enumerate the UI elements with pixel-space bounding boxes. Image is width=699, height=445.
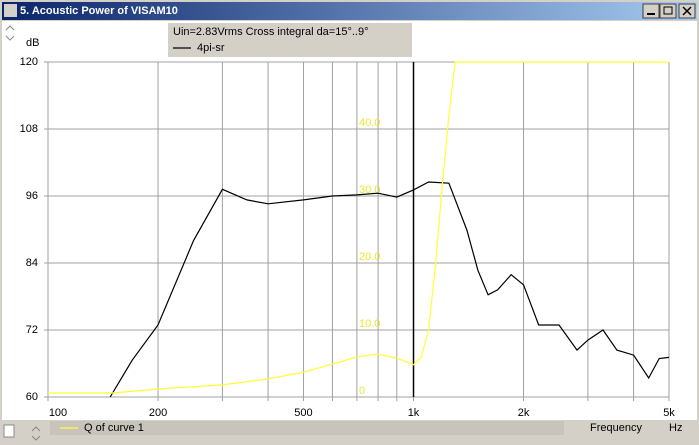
zoom-arrows[interactable] xyxy=(5,25,15,41)
y2-tick-label: 20.0 xyxy=(359,251,380,263)
x-tick-label: 100 xyxy=(49,407,67,419)
y-tick-label: 84 xyxy=(26,257,38,269)
y-axis-label: dB xyxy=(26,37,39,49)
x-tick-label: 200 xyxy=(149,407,167,419)
series-line xyxy=(48,61,669,394)
legend-box xyxy=(168,23,412,57)
y-tick-label: 60 xyxy=(26,391,38,403)
window-buttons[interactable] xyxy=(642,3,696,19)
x-tick-label: 500 xyxy=(294,407,312,419)
minimize-button[interactable] xyxy=(642,3,660,19)
bottom-legend-box xyxy=(50,421,564,435)
status-icon[interactable] xyxy=(3,424,15,438)
series-line xyxy=(109,181,670,398)
title-bar xyxy=(2,2,697,20)
maximize-button[interactable] xyxy=(659,3,677,19)
y-tick-label: 72 xyxy=(26,324,38,336)
close-icon xyxy=(682,6,692,16)
y-tick-label: 96 xyxy=(26,190,38,202)
annotation: Uin=2.83Vrms Cross integral da=15°..9° xyxy=(173,26,369,38)
x-tick-label: 2k xyxy=(518,407,530,419)
window-title: 5. Acoustic Power of VISAM10 xyxy=(20,5,178,17)
window-icon xyxy=(4,4,17,17)
y2-tick-label: 10.0 xyxy=(359,318,380,330)
maximize-icon xyxy=(663,6,673,15)
legend-label: Q of curve 1 xyxy=(84,422,144,434)
x-axis-unit: Hz xyxy=(669,422,682,434)
x-axis-label: Frequency xyxy=(590,422,642,434)
y-tick-label: 108 xyxy=(20,123,38,135)
x-tick-label: 1k xyxy=(408,407,420,419)
y2-tick-label: 40.0 xyxy=(359,117,380,129)
x-tick-label: 5k xyxy=(663,407,675,419)
y2-tick-label: 0 xyxy=(359,385,365,397)
scroll-arrows[interactable] xyxy=(31,426,41,441)
legend-label: 4pi-sr xyxy=(197,42,225,54)
y-tick-label: 120 xyxy=(20,56,38,68)
plot-background xyxy=(2,21,697,420)
